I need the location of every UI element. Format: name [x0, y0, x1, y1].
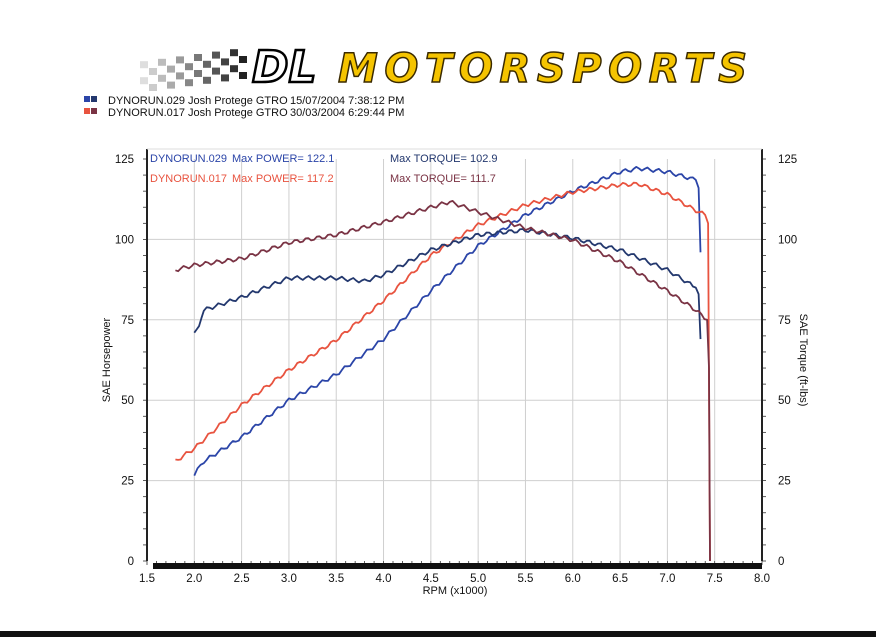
y2-tick-label: 25: [778, 476, 791, 488]
x-tick-label: 5.5: [517, 573, 533, 585]
vehicle-name: Josh Protege GTRO: [188, 107, 288, 119]
checker-square: [194, 70, 202, 77]
y2-tick-label: 100: [778, 234, 797, 246]
header-legend-row: DYNORUN.029 Josh Protege GTRO 15/07/2004…: [84, 95, 404, 107]
x-tick-label: 5.0: [470, 573, 486, 585]
series-line-1: [193, 165, 702, 476]
checker-square: [176, 72, 184, 80]
annotation-max-torque: Max TORQUE= 102.9: [390, 153, 498, 165]
y-tick-label: 25: [121, 476, 134, 488]
y2-tick-label: 50: [778, 395, 791, 407]
torque-color-swatch: [91, 108, 97, 114]
checker-square: [176, 56, 184, 64]
x-tick-label: 2.0: [186, 573, 202, 585]
x-tick-label: 4.5: [423, 573, 439, 585]
y2-tick-label: 125: [778, 154, 797, 166]
run-name: DYNORUN.017: [108, 107, 185, 119]
checker-square: [212, 51, 220, 59]
checker-square: [212, 67, 220, 75]
x-tick-label: 7.5: [707, 573, 723, 585]
checker-square: [149, 68, 157, 75]
checker-square: [221, 58, 229, 66]
checker-square: [194, 54, 202, 61]
series-line-2: [175, 181, 711, 562]
checker-square: [203, 76, 211, 84]
checker-square: [158, 74, 166, 82]
y-tick-label: 75: [121, 315, 134, 327]
run-datetime: 15/07/2004 7:38:12 PM: [290, 95, 404, 107]
checker-square: [140, 77, 148, 85]
checker-square: [158, 58, 166, 66]
x-tick-label: 4.0: [376, 573, 392, 585]
checker-square: [239, 72, 247, 79]
logo-brand-name: MOTORSPORTS: [338, 46, 748, 92]
vehicle-name: Josh Protege GTRO: [188, 95, 288, 107]
annotation-max-torque: Max TORQUE= 111.7: [390, 173, 496, 185]
y-tick-label: 100: [115, 234, 134, 246]
y2-tick-label: 0: [778, 556, 784, 568]
run-datetime: 30/03/2004 6:29:44 PM: [290, 107, 404, 119]
y2-tick-label: 75: [778, 315, 791, 327]
checkered-flag-icon: [140, 49, 247, 91]
logo: DL MOTORSPORTS: [140, 41, 748, 94]
x-tick-label: 3.0: [281, 573, 297, 585]
axes: 1.5 2.0 2.5 3.0 3.5 4.0 4.5 5.0 5.5 6.0 6.5 7.0 7.5 8…: [115, 148, 797, 585]
x-tick-label: 2.5: [234, 573, 250, 585]
checker-square: [221, 74, 229, 82]
x-tick-label: 6.5: [612, 573, 628, 585]
checker-square: [167, 81, 175, 89]
annotation-max-power: Max POWER= 122.1: [232, 153, 334, 165]
annotation-run: DYNORUN.017: [150, 173, 227, 185]
checker-square: [149, 84, 157, 91]
checker-square: [185, 79, 193, 87]
grid: [147, 159, 762, 561]
y-tick-label: 0: [128, 556, 134, 568]
annotation-run: DYNORUN.029: [150, 153, 227, 165]
checker-square: [167, 65, 175, 73]
x-axis-label: RPM (x1000): [423, 585, 488, 597]
power-color-swatch: [84, 96, 90, 102]
y-tick-label: 125: [115, 154, 134, 166]
y2-axis-label: SAE Torque (ft-lbs): [797, 314, 809, 407]
y-tick-label: 50: [121, 395, 134, 407]
torque-color-swatch: [91, 96, 97, 102]
checker-square: [203, 60, 211, 68]
x-tick-label: 3.5: [328, 573, 344, 585]
x-tick-label: 1.5: [139, 573, 155, 585]
checker-square: [140, 61, 148, 69]
header-legend-row: DYNORUN.017 Josh Protege GTRO 30/03/2004…: [84, 107, 404, 119]
y-axis-label: SAE Horsepower: [101, 317, 113, 402]
scan-edge: [0, 631, 876, 637]
power-color-swatch: [84, 108, 90, 114]
max-annotations: DYNORUN.029 Max POWER= 122.1 Max TORQUE=…: [150, 153, 498, 185]
series-line-3: [193, 228, 702, 340]
checker-square: [185, 63, 193, 71]
logo-initials: DL: [252, 42, 317, 93]
series-line-4: [175, 199, 711, 562]
series-lines: [175, 165, 711, 562]
annotation-max-power: Max POWER= 117.2: [232, 173, 334, 185]
x-axis-bar: [153, 563, 762, 569]
checker-square: [230, 65, 238, 73]
run-name: DYNORUN.029: [108, 95, 185, 107]
x-tick-label: 7.0: [659, 573, 675, 585]
x-tick-label: 6.0: [565, 573, 581, 585]
header-legend: DYNORUN.029 Josh Protege GTRO 15/07/2004…: [84, 95, 404, 119]
checker-square: [239, 56, 247, 63]
checker-square: [230, 49, 238, 57]
x-tick-label: 8.0: [754, 573, 770, 585]
